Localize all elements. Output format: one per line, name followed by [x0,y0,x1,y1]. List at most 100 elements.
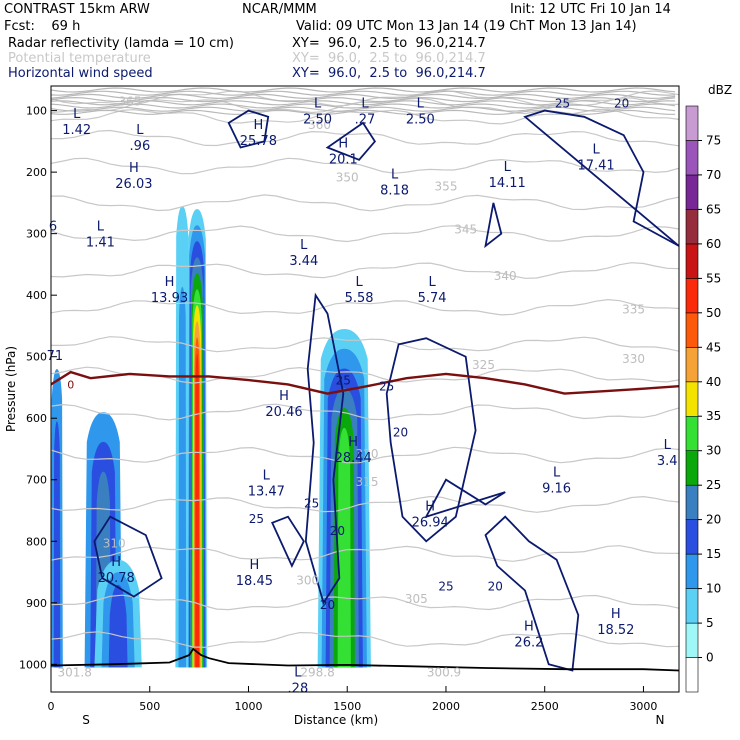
colorbar-swatch [685,140,699,176]
extremum-marker: H [611,607,621,622]
extremum-value: 26.03 [115,177,152,192]
theta-isentrope-6 [51,225,679,243]
valid-time: Valid: 09 UTC Mon 13 Jan 14 (19 ChT Mon … [296,19,637,34]
plot-frame [50,85,680,693]
x-end-north: N [656,713,665,727]
extremum-value: 1.42 [62,123,91,138]
freezing-level-line [51,370,679,395]
colorbar-swatch [685,588,699,624]
colorbar-swatch [685,415,699,452]
extremum-value: 17.41 [577,159,614,174]
wind-contour-5 [93,515,163,598]
theta-isentrope-8 [51,298,679,316]
extremum-value: 20.46 [265,405,302,420]
colorbar-label: 25 [706,478,721,492]
extremum-marker: L [428,275,436,290]
theta-label: 330 [622,352,645,366]
colorbar-swatch [685,105,699,141]
colorbar-label: 15 [706,547,721,561]
colorbar-label: 30 [706,444,721,458]
colorbar-swatch [685,553,699,589]
extremum-marker: H [250,558,260,573]
extremum-value: 5.58 [345,291,374,306]
wind-speed-label: 20 [393,426,408,440]
field-wind-xy: XY= 96.0, 2.5 to 96.0,214.7 [292,66,486,81]
extremum-value: 8.18 [380,183,409,198]
theta-label: 325 [472,358,495,372]
theta-strat-0 [51,87,676,93]
extremum-value: 3.4 [657,454,678,469]
theta-label: 320 [356,447,379,461]
extremum-value: 14.11 [489,176,526,191]
colorbar-swatch [685,519,699,555]
colorbar-unit: dBZ [708,83,732,97]
extremum-value: 2.50 [303,113,332,128]
extremum-marker: H [338,137,348,152]
theta-label: 345 [454,223,477,237]
theta-isentrope-11 [51,403,679,421]
extremum-marker: H [425,500,435,515]
wind-speed-label: 25 [336,373,351,387]
extremum-marker: L [136,123,144,138]
wind-contour-6 [270,515,305,569]
extremum-value: 2.50 [406,113,435,128]
theta-strat-6 [51,106,676,112]
x-tick-label: 3000 [629,700,657,713]
y-axis-label: Pressure (hPa) [4,346,18,432]
extremum-marker: H [524,620,534,635]
colorbar-label: 0 [706,651,714,665]
extremum-value: .28 [288,682,309,697]
extremum-marker: L [355,275,363,290]
wind-contour-2 [484,515,580,672]
theta-isentrope-13 [51,495,679,513]
wind-speed-label: 25 [249,512,264,526]
colorbar-swatch [685,312,699,348]
field-theta-xy: XY= 96.0, 2.5 to 96.0,214.7 [292,51,486,66]
extremum-marker: H [254,118,264,133]
colorbar-swatch [685,278,699,314]
colorbar-label: 70 [706,168,721,182]
extremum-value: 3.44 [289,254,318,269]
extremum-marker: L [73,107,81,122]
colorbar-label: 45 [706,340,721,354]
theta-label: 300.9 [427,666,461,680]
colorbar-label: 50 [706,306,721,320]
extremum-value: 18.52 [597,623,634,638]
extremum-value: 1.41 [86,236,115,251]
theta-isentrope-14 [51,545,679,562]
theta-label: 365 [119,95,142,109]
extremum-marker: L [592,143,600,158]
init-time: Init: 12 UTC Fri 10 Jan 14 [510,2,671,17]
x-tick-label: 1500 [333,700,361,713]
colorbar-label: 20 [706,513,721,527]
extremum-marker: L [391,167,399,182]
y-tick-label: 1000 [19,658,47,671]
colorbar-label: 35 [706,409,721,423]
colorbar-swatch [685,243,699,279]
forecast-hour: Fcst: 69 h [4,19,81,34]
wind-speed-label: 25 [555,97,570,111]
wind-speed-label: 25 [379,380,394,394]
colorbar-swatch [685,174,699,210]
y-tick-label: 700 [26,474,47,487]
theta-strat-1 [51,90,676,96]
extremum-marker: L [294,666,302,681]
theta-strat-3 [51,96,676,103]
theta-label: 355 [435,180,458,194]
wind-contour-4 [523,109,679,247]
center-name: NCAR/MMM [242,2,317,17]
y-tick-label: 200 [26,166,47,179]
theta-strat-2 [51,93,676,100]
colorbar-label: 10 [706,582,721,596]
x-tick-label: 2500 [531,700,559,713]
theta-label: 300 [296,573,319,587]
reflectivity-cell-0-15 [53,421,61,668]
extremum-value: 18.45 [236,574,273,589]
extremum-value: 9.16 [542,482,571,497]
extremum-marker: H [129,161,139,176]
colorbar-label: 65 [706,202,721,216]
theta-label: 335 [622,303,645,317]
colorbar-label: 5 [706,616,714,630]
x-tick-label: 500 [139,700,160,713]
